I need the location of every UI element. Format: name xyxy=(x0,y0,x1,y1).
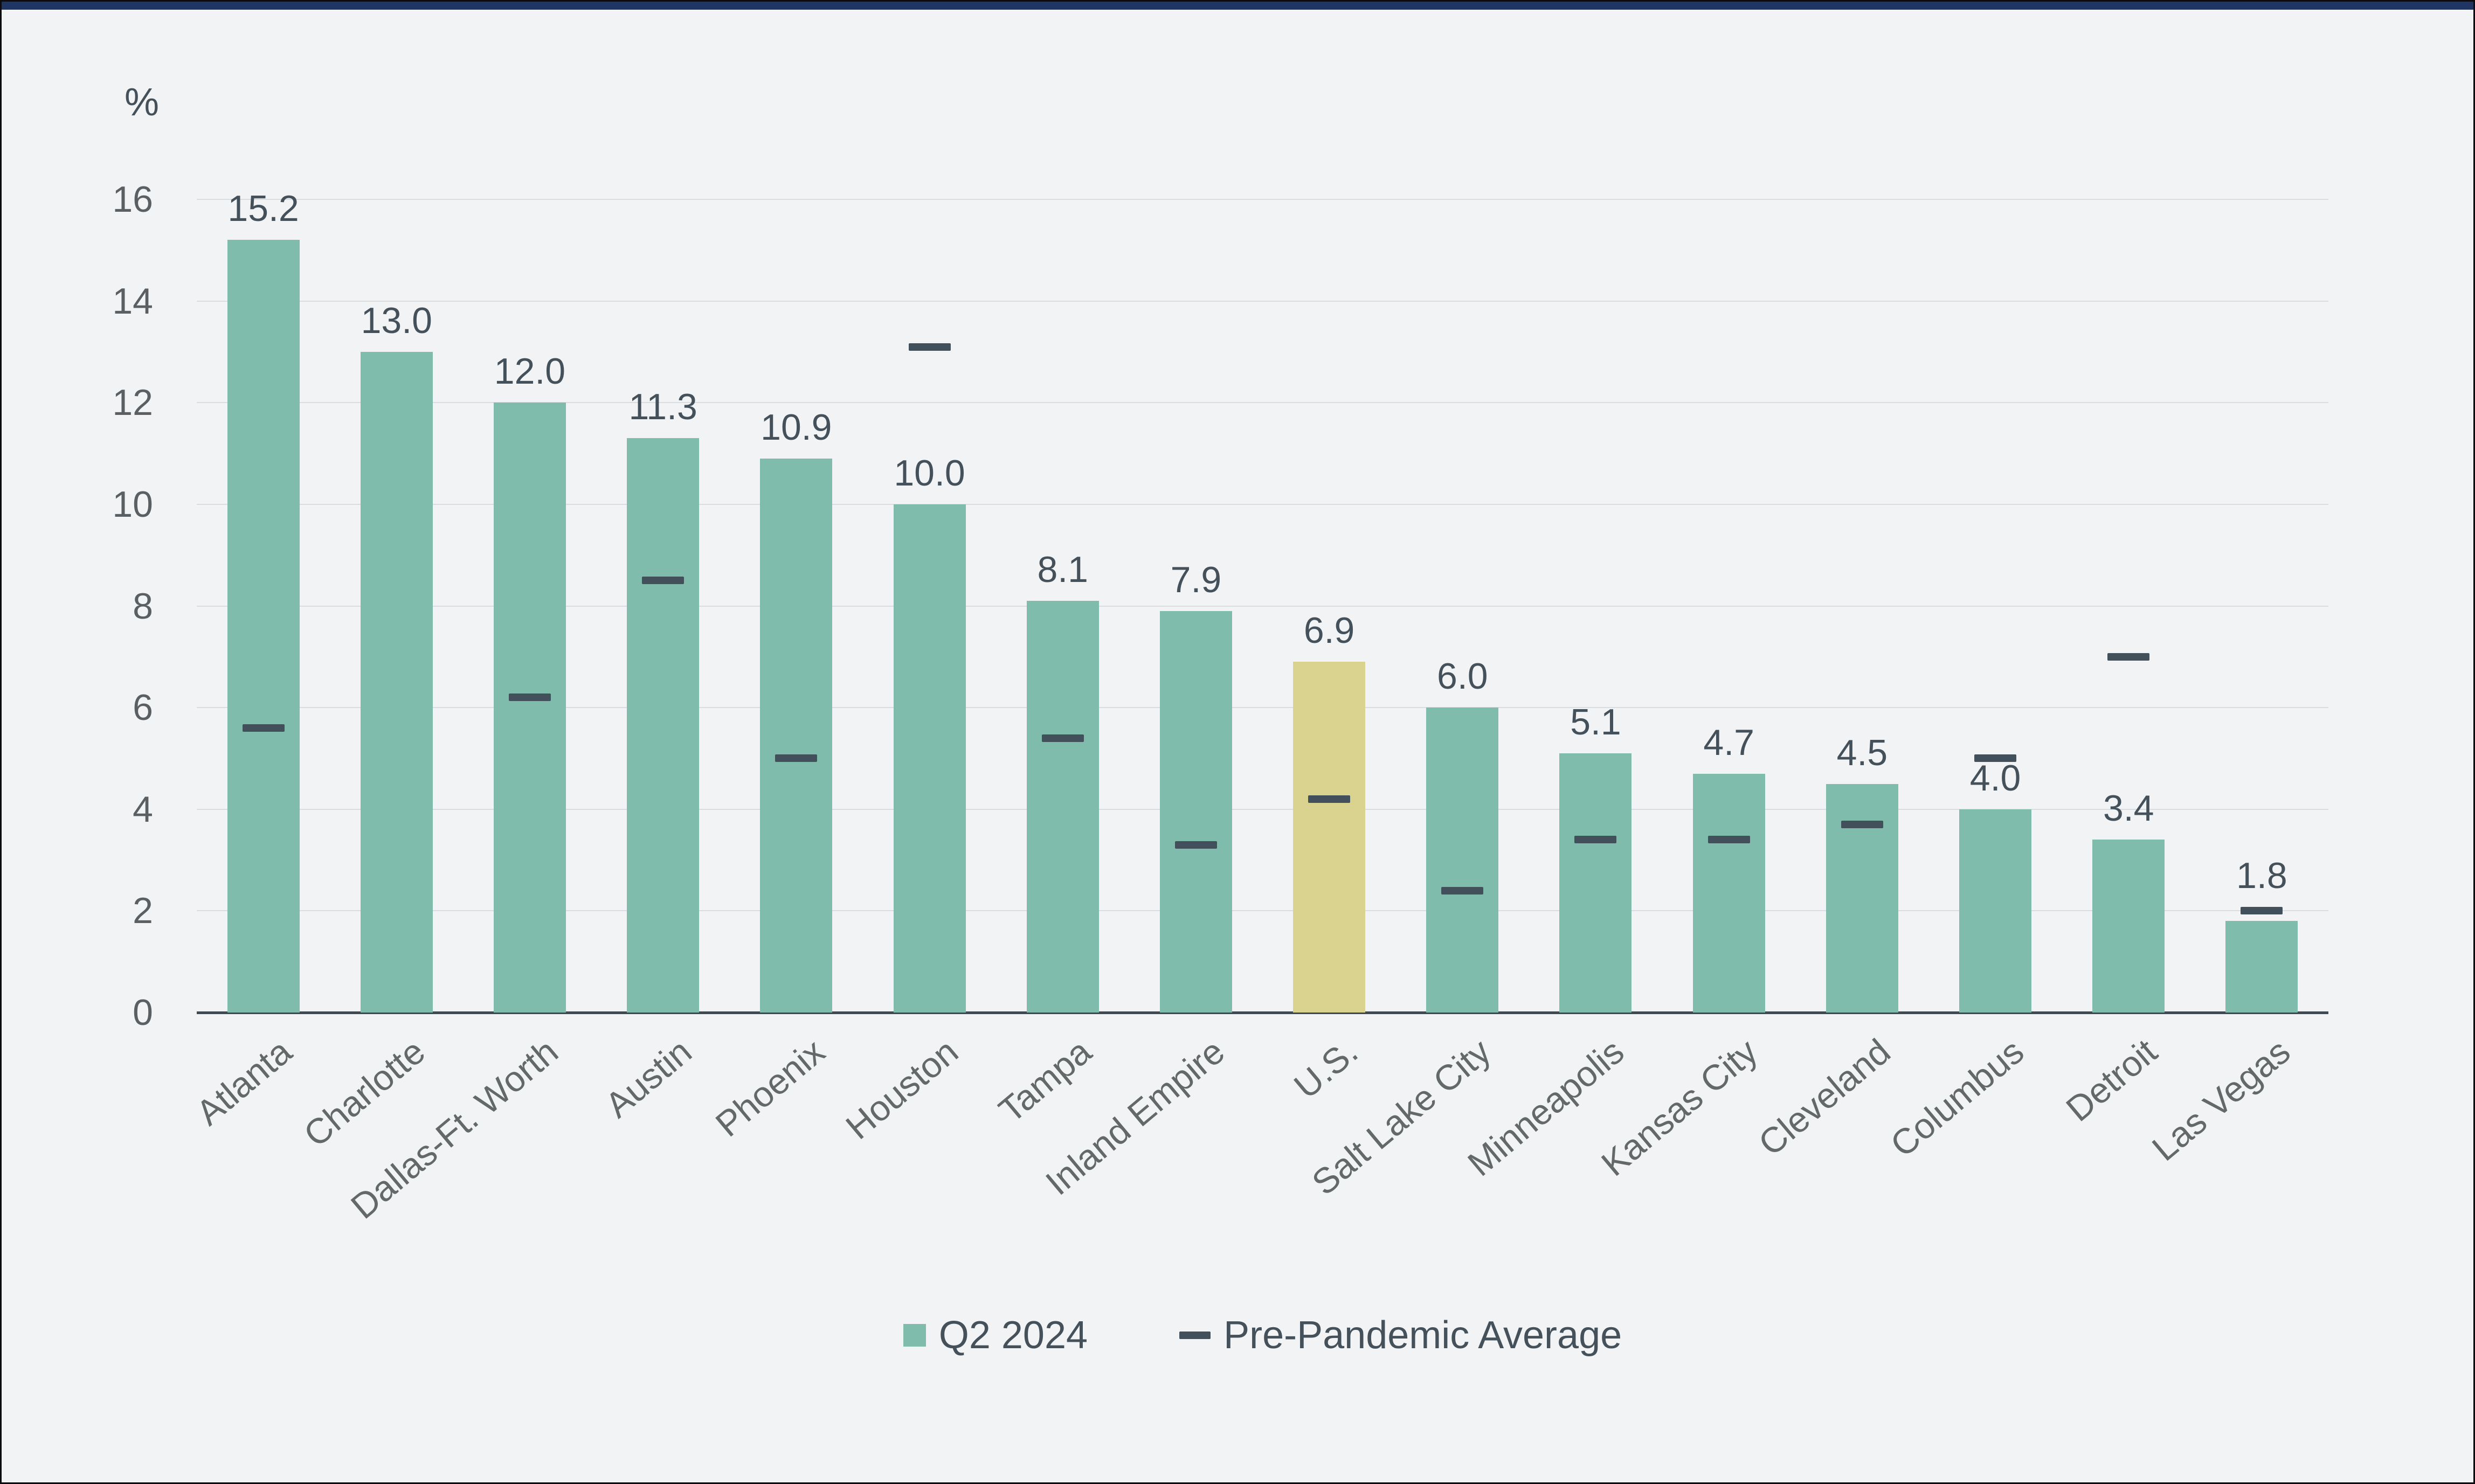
bar-atlanta xyxy=(227,240,300,1013)
bar-value-label: 4.0 xyxy=(1969,757,2021,799)
bar-phoenix xyxy=(760,458,833,1013)
bar-value-label: 13.0 xyxy=(361,300,432,341)
bar-kansas-city xyxy=(1692,773,1765,1013)
bar-u-s- xyxy=(1293,662,1366,1013)
pre-pandemic-average-marker xyxy=(1574,836,1617,844)
bar-cleveland xyxy=(1826,783,1898,1013)
bar-salt-lake-city xyxy=(1426,708,1499,1013)
y-axis-tick-label: 6 xyxy=(133,687,153,729)
bar-value-label: 10.9 xyxy=(761,407,832,448)
gridline xyxy=(197,300,2328,302)
bar-minneapolis xyxy=(1559,753,1632,1013)
pre-pandemic-average-marker xyxy=(775,754,818,762)
gridline xyxy=(197,910,2328,912)
y-axis-tick-label: 10 xyxy=(112,483,153,525)
bar-value-label: 6.9 xyxy=(1303,610,1355,651)
bar-columbus xyxy=(1959,809,2032,1013)
pre-pandemic-average-marker xyxy=(1707,836,1750,844)
y-axis-unit-label: % xyxy=(125,81,160,124)
bar-value-label: 1.8 xyxy=(2236,855,2287,897)
x-axis-category-label: Phoenix xyxy=(708,1031,832,1145)
bar-dallas-ft-worth xyxy=(493,403,566,1013)
x-axis-category-label: U.S. xyxy=(1286,1031,1365,1106)
pre-pandemic-average-marker xyxy=(1041,734,1084,742)
x-axis-baseline xyxy=(197,1011,2328,1014)
legend-item: Q2 2024 xyxy=(903,1315,1088,1356)
pre-pandemic-average-marker xyxy=(1441,886,1484,894)
bar-value-label: 8.1 xyxy=(1037,549,1088,591)
gridline xyxy=(197,503,2328,505)
bar-value-label: 4.7 xyxy=(1703,722,1754,763)
bar-value-label: 4.5 xyxy=(1836,732,1888,773)
pre-pandemic-average-marker xyxy=(2241,907,2283,915)
y-axis-tick-label: 16 xyxy=(112,179,153,220)
bar-value-label: 15.2 xyxy=(227,188,299,230)
bar-value-label: 12.0 xyxy=(494,351,566,392)
top-accent-bar xyxy=(2,2,2473,10)
legend-item: Pre-Pandemic Average xyxy=(1179,1315,1622,1356)
x-axis-category-label: Houston xyxy=(838,1031,965,1147)
bar-las-vegas xyxy=(2225,921,2298,1013)
legend-dash-swatch-icon xyxy=(1179,1332,1211,1339)
pre-pandemic-average-marker xyxy=(242,724,285,732)
pre-pandemic-average-marker xyxy=(908,343,951,351)
bar-value-label: 3.4 xyxy=(2103,788,2154,829)
gridline xyxy=(197,707,2328,709)
bar-charlotte xyxy=(360,351,433,1013)
bar-detroit xyxy=(2092,840,2165,1013)
legend-square-swatch-icon xyxy=(903,1324,926,1347)
bar-value-label: 6.0 xyxy=(1437,656,1488,697)
gridline xyxy=(197,199,2328,200)
bar-tampa xyxy=(1026,601,1099,1013)
y-axis-tick-label: 0 xyxy=(133,992,153,1033)
bar-value-label: 10.0 xyxy=(894,452,965,494)
x-axis-category-label: Atlanta xyxy=(188,1031,299,1133)
x-axis-category-label: Charlotte xyxy=(296,1031,433,1155)
bar-inland-empire xyxy=(1159,611,1232,1013)
bar-value-label: 7.9 xyxy=(1170,559,1222,600)
y-axis-tick-label: 2 xyxy=(133,890,153,932)
gridline xyxy=(197,402,2328,404)
x-axis-category-label: Columbus xyxy=(1883,1031,2031,1165)
x-axis-category-label: Las Vegas xyxy=(2144,1031,2298,1169)
pre-pandemic-average-marker xyxy=(508,694,551,702)
pre-pandemic-average-marker xyxy=(642,577,685,585)
pre-pandemic-average-marker xyxy=(2107,653,2150,661)
bar-houston xyxy=(893,504,966,1013)
x-axis-category-label: Detroit xyxy=(2058,1031,2165,1129)
bar-austin xyxy=(627,438,700,1013)
chart-legend: Q2 2024 Pre-Pandemic Average xyxy=(197,1311,2328,1360)
legend-label: Q2 2024 xyxy=(938,1314,1088,1357)
x-axis-category-label: Cleveland xyxy=(1751,1031,1898,1163)
gridline xyxy=(197,808,2328,810)
gridline xyxy=(197,605,2328,607)
bar-value-label: 5.1 xyxy=(1570,702,1621,743)
bar-value-label: 11.3 xyxy=(628,386,697,428)
x-axis-category-label: Austin xyxy=(597,1031,699,1126)
y-axis-tick-label: 8 xyxy=(133,585,153,627)
pre-pandemic-average-marker xyxy=(1841,821,1883,829)
x-axis-category-label: Tampa xyxy=(991,1031,1098,1131)
pre-pandemic-average-marker xyxy=(1174,841,1217,849)
y-axis-tick-label: 14 xyxy=(112,280,153,322)
pre-pandemic-average-marker xyxy=(1974,754,2017,762)
legend-label: Pre-Pandemic Average xyxy=(1223,1314,1622,1357)
y-axis-tick-label: 12 xyxy=(112,382,153,424)
pre-pandemic-average-marker xyxy=(1308,795,1351,803)
y-axis-tick-label: 4 xyxy=(133,788,153,830)
